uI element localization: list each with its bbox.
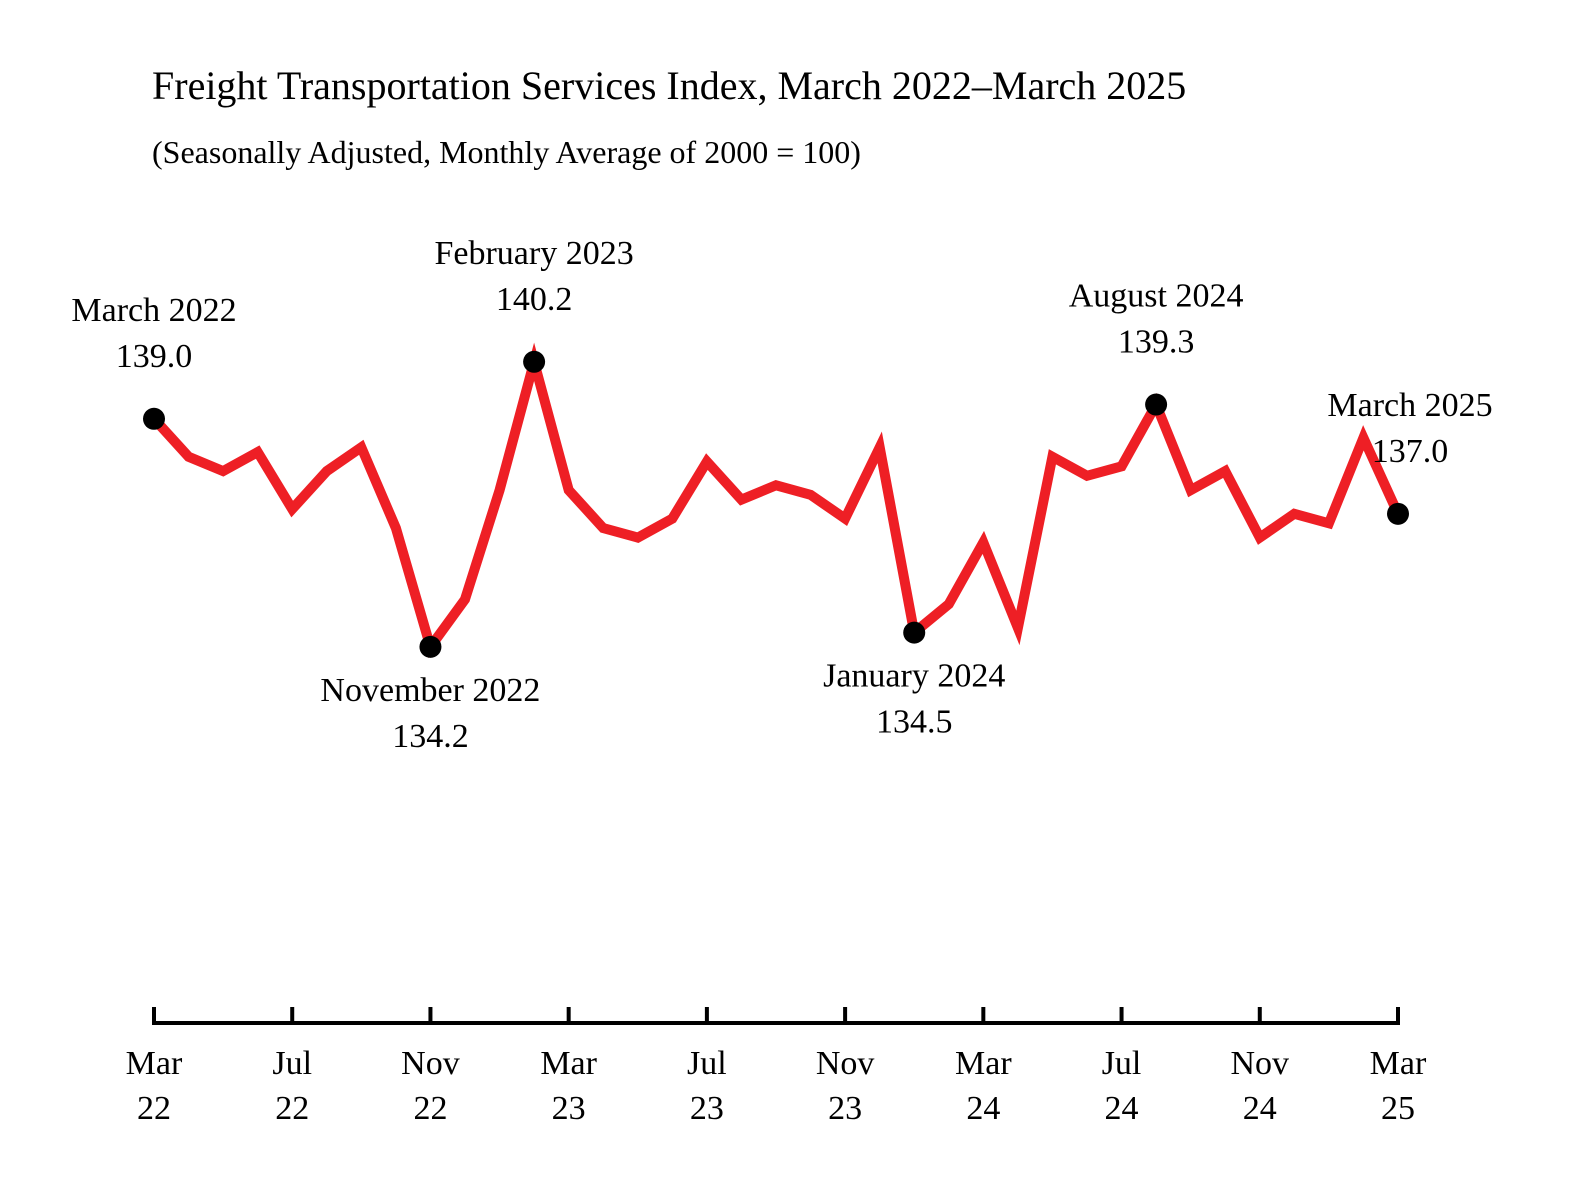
x-tick-label-year: 22 [137,1090,171,1127]
annotation-value: 139.0 [116,338,193,375]
x-tick-label: Nov 24 [1230,1045,1289,1127]
x-tick-label-year: 24 [966,1090,1000,1127]
series-line [150,342,1403,659]
x-tick-label: Jul 23 [687,1045,727,1127]
chart-subtitle: (Seasonally Adjusted, Monthly Average of… [152,134,861,170]
x-tick-label: Nov 23 [816,1045,875,1127]
annotation-value: 140.2 [496,281,573,318]
x-tick-label-year: 24 [1243,1090,1277,1127]
annotation-value: 137.0 [1372,433,1449,470]
x-tick-label: Nov 22 [401,1045,460,1127]
highlight-point [1387,502,1409,525]
x-tick-label: Jul 24 [1102,1045,1142,1127]
x-axis: Mar 22 Jul 22 Nov 22 Mar 23 Jul 23 Nov 23 Mar 24 Jul 24… [126,1007,1427,1127]
annotation-value: 134.5 [876,704,953,741]
x-tick-label-year: 23 [690,1090,724,1127]
annotation-label: March 2022 [71,292,236,329]
x-tick-label: Mar 24 [955,1045,1012,1127]
x-tick-label-month: Jul [272,1045,312,1082]
x-tick-label-month: Nov [816,1045,875,1082]
x-tick-label-year: 25 [1381,1090,1415,1127]
series-line-group [150,342,1403,659]
x-tick-label-month: Mar [1370,1045,1427,1082]
x-tick-label-month: Jul [1102,1045,1142,1082]
x-tick-label: Mar 25 [1370,1045,1427,1127]
x-tick-label-year: 23 [552,1090,586,1127]
x-tick-label-year: 23 [828,1090,862,1127]
x-tick-label-month: Mar [540,1045,597,1082]
x-tick-label: Mar 22 [126,1045,183,1127]
x-tick-label-month: Jul [687,1045,727,1082]
chart-title: Freight Transportation Services Index, M… [152,63,1187,108]
highlight-point [143,407,165,430]
annotation-label: February 2023 [434,235,633,272]
annotation-label: March 2025 [1327,387,1492,424]
x-tick-label: Jul 22 [272,1045,312,1127]
x-tick-label-month: Mar [126,1045,183,1082]
highlight-point [523,350,546,373]
highlight-points [143,350,1409,658]
annotation-label: August 2024 [1069,278,1244,315]
annotation-value: 134.2 [392,718,469,755]
annotation-label: January 2024 [823,658,1005,695]
x-tick-label-month: Nov [401,1045,460,1082]
annotation-labels: March 2022 139.0 November 2022 134.2 Februar… [71,235,1492,755]
x-tick-label-year: 24 [1105,1090,1139,1127]
x-tick-label: Mar 23 [540,1045,597,1127]
x-tick-label-month: Mar [955,1045,1012,1082]
highlight-point [1145,393,1168,416]
x-tick-label-year: 22 [275,1090,309,1127]
x-tick-label-month: Nov [1230,1045,1289,1082]
annotation-value: 139.3 [1118,324,1195,361]
highlight-point [903,621,926,644]
x-tick-label-year: 22 [413,1090,447,1127]
highlight-point [419,635,442,658]
annotation-label: November 2022 [320,672,540,709]
